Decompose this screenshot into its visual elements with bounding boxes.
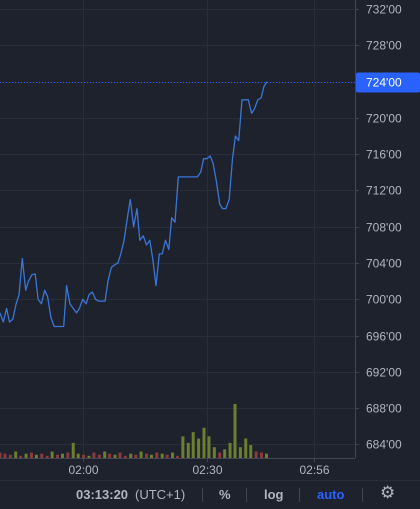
price-axis[interactable]: 732'00 728'00 724'00 720'00 716'00 712'00 708'… bbox=[355, 3, 402, 452]
separator bbox=[362, 488, 363, 502]
bottom-toolbar: 03:13:20 (UTC+1) % log auto ⚙ bbox=[0, 480, 420, 509]
time-tick-label: 02:56 bbox=[299, 463, 329, 477]
volume-bar bbox=[249, 445, 253, 458]
price-tick-label: 720'00 bbox=[366, 112, 402, 126]
time-tick-label: 02:30 bbox=[192, 463, 222, 477]
volume-bar bbox=[8, 454, 12, 458]
price-tick-label: 696'00 bbox=[366, 330, 402, 344]
volume-bar bbox=[233, 404, 237, 458]
price-line bbox=[0, 81, 268, 328]
volume-bar bbox=[155, 452, 159, 458]
volume-bar bbox=[0, 452, 2, 458]
volume-bar bbox=[181, 436, 185, 458]
price-tick-label: 704'00 bbox=[366, 257, 402, 271]
separator bbox=[246, 488, 247, 502]
volume-bar bbox=[165, 454, 169, 458]
volume-bar bbox=[254, 451, 258, 458]
price-tick-label: 692'00 bbox=[366, 366, 402, 380]
time-axis[interactable]: 02:00 02:30 02:56 bbox=[68, 458, 330, 477]
volume-bar bbox=[76, 453, 80, 458]
volume-bar bbox=[171, 452, 175, 458]
volume-bar bbox=[45, 455, 49, 458]
auto-scale-button[interactable]: auto bbox=[317, 487, 345, 502]
price-tick-label: 684'00 bbox=[366, 438, 402, 452]
volume-bar bbox=[191, 432, 195, 458]
price-tick-label: 700'00 bbox=[366, 293, 402, 307]
gear-icon[interactable]: ⚙ bbox=[380, 483, 396, 502]
volume-bar bbox=[82, 454, 86, 458]
last-price-badge-bg bbox=[356, 72, 420, 93]
volume-bar bbox=[34, 454, 38, 458]
volume-bar bbox=[144, 453, 148, 458]
chart-canvas[interactable]: 732'00 728'00 724'00 720'00 716'00 712'00 708'… bbox=[0, 0, 420, 480]
clock-time: 03:13:20 bbox=[76, 487, 129, 502]
volume-bar bbox=[264, 453, 268, 458]
log-scale-button[interactable]: log bbox=[264, 487, 284, 502]
volume-bar bbox=[123, 455, 127, 458]
volume-bar bbox=[212, 447, 216, 458]
volume-bar bbox=[3, 453, 7, 458]
volume-bar bbox=[228, 442, 232, 458]
price-series bbox=[0, 81, 268, 328]
volume-bar bbox=[129, 453, 133, 458]
volume-bar bbox=[14, 451, 18, 458]
volume-bar bbox=[176, 455, 179, 458]
volume-bar bbox=[71, 442, 75, 458]
last-price-badge: 724'00 bbox=[356, 72, 420, 93]
price-tick-label: 728'00 bbox=[366, 39, 402, 53]
volume-bar bbox=[66, 452, 70, 458]
volume-bar bbox=[202, 427, 206, 458]
price-tick-label: 732'00 bbox=[366, 3, 402, 17]
volume-bar bbox=[113, 454, 117, 458]
timezone-button[interactable]: (UTC+1) bbox=[135, 487, 186, 502]
volume-bar bbox=[87, 455, 91, 458]
volume-bar bbox=[97, 454, 101, 458]
volume-bar bbox=[197, 438, 201, 458]
volume-bar bbox=[238, 447, 242, 458]
price-tick-label: 708'00 bbox=[366, 221, 402, 235]
grid-lines bbox=[0, 0, 355, 458]
volume-bar bbox=[56, 454, 60, 458]
volume-bar bbox=[259, 452, 263, 458]
volume-bars bbox=[0, 404, 268, 458]
volume-bar bbox=[50, 451, 54, 458]
separator bbox=[202, 488, 203, 502]
volume-bar bbox=[118, 452, 122, 458]
volume-bar bbox=[92, 452, 96, 458]
price-tick-label: 712'00 bbox=[366, 184, 402, 198]
volume-bar bbox=[149, 454, 153, 458]
volume-bar bbox=[160, 453, 164, 458]
separator bbox=[299, 488, 300, 502]
price-tick-label: 688'00 bbox=[366, 402, 402, 416]
last-price-label: 724'00 bbox=[366, 76, 402, 90]
volume-bar bbox=[60, 453, 64, 458]
volume-bar bbox=[40, 453, 44, 458]
volume-bar bbox=[29, 452, 33, 458]
volume-bar bbox=[19, 455, 23, 458]
volume-bar bbox=[134, 454, 138, 458]
time-tick-label: 02:00 bbox=[68, 463, 98, 477]
price-tick-label: 716'00 bbox=[366, 148, 402, 162]
percent-scale-button[interactable]: % bbox=[219, 487, 231, 502]
volume-bar bbox=[223, 449, 227, 458]
volume-bar bbox=[186, 442, 190, 458]
volume-bar bbox=[207, 436, 211, 458]
volume-bar bbox=[103, 451, 107, 458]
volume-bar bbox=[24, 453, 28, 458]
volume-bar bbox=[139, 451, 143, 458]
volume-bar bbox=[244, 438, 248, 458]
volume-bar bbox=[218, 452, 222, 458]
volume-bar bbox=[108, 453, 112, 458]
